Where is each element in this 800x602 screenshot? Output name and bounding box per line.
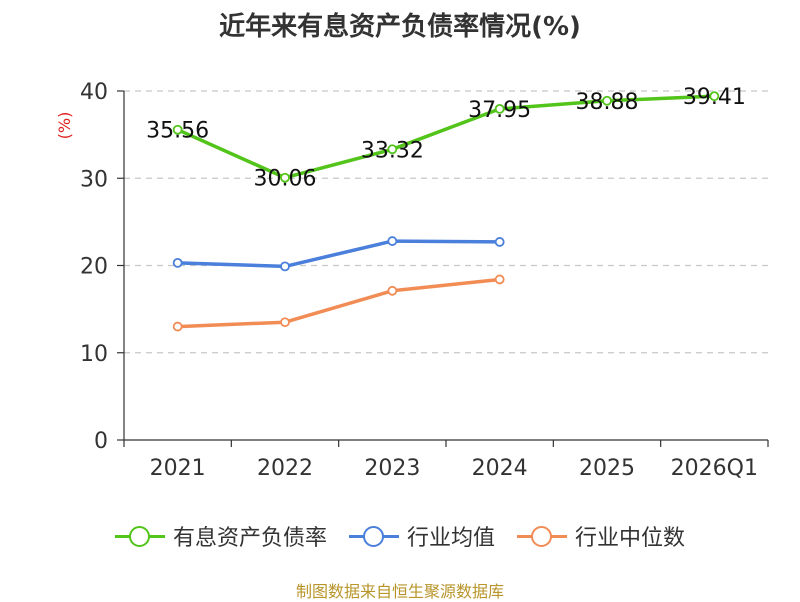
legend-item[interactable]: 行业均值 <box>348 520 495 552</box>
data-point <box>280 317 290 328</box>
data-label: 39.41 <box>683 85 746 110</box>
data-point <box>280 261 290 272</box>
legend-swatch <box>517 526 567 547</box>
x-tick-label: 2021 <box>150 456 206 481</box>
data-point <box>709 91 720 102</box>
x-tick-label: 2023 <box>364 456 420 481</box>
data-point <box>172 321 183 332</box>
data-point <box>494 237 505 247</box>
x-tick-label: 2026Q1 <box>671 456 758 481</box>
source-label: 制图数据来自恒生聚源数据库 <box>295 582 504 601</box>
x-tick-label: 2022 <box>257 456 313 481</box>
x-tick-label: 2025 <box>579 456 635 481</box>
y-tick-label: 20 <box>80 255 108 280</box>
data-point <box>172 124 183 135</box>
data-point <box>280 172 290 183</box>
legend-marker <box>128 526 150 547</box>
series-lines <box>172 91 720 332</box>
series-line-1 <box>177 239 500 269</box>
data-point <box>494 274 505 285</box>
series-line-0 <box>176 94 715 180</box>
legend-item[interactable]: 有息资产负债率 <box>114 520 327 552</box>
data-label: 38.88 <box>576 90 639 115</box>
legend-item[interactable]: 行业中位数 <box>517 520 685 552</box>
x-tick-label: 2024 <box>472 456 528 481</box>
data-point <box>387 285 398 296</box>
series-line-2 <box>177 277 500 329</box>
y-tick-label: 40 <box>80 80 108 105</box>
legend-label: 行业中位数 <box>575 526 686 551</box>
data-point <box>602 95 612 106</box>
data-point <box>387 236 398 246</box>
data-label: 35.56 <box>146 119 209 144</box>
legend-marker <box>531 526 552 547</box>
data-point <box>387 144 398 155</box>
legend-swatch <box>348 526 399 547</box>
legend-label: 行业均值 <box>406 526 495 551</box>
y-axis-label: (%) <box>55 112 74 140</box>
data-point <box>494 103 505 114</box>
y-tick-label: 10 <box>80 342 108 367</box>
y-tick-label: 30 <box>80 167 108 192</box>
data-label: 33.32 <box>361 138 424 163</box>
data-label: 30.06 <box>254 167 317 192</box>
legend: 有息资产负债率 行业均值 行业中位数 <box>0 520 800 552</box>
data-label: 37.95 <box>468 98 531 123</box>
grid-lines <box>124 90 768 354</box>
legend-label: 有息资产负债率 <box>172 526 327 551</box>
chart-title: 近年来有息资产负债率情况(%) <box>219 12 581 42</box>
legend-swatch <box>114 526 165 547</box>
axes: 0 10 20 30 40 (%) 2021 2022 2023 2024 2025 2026Q1 <box>55 80 769 481</box>
data-labels: 35.56 30.06 33.32 37.95 38.88 39.41 <box>146 85 746 192</box>
data-point <box>172 257 183 268</box>
y-tick-label: 0 <box>94 429 108 454</box>
legend-marker <box>362 526 384 547</box>
